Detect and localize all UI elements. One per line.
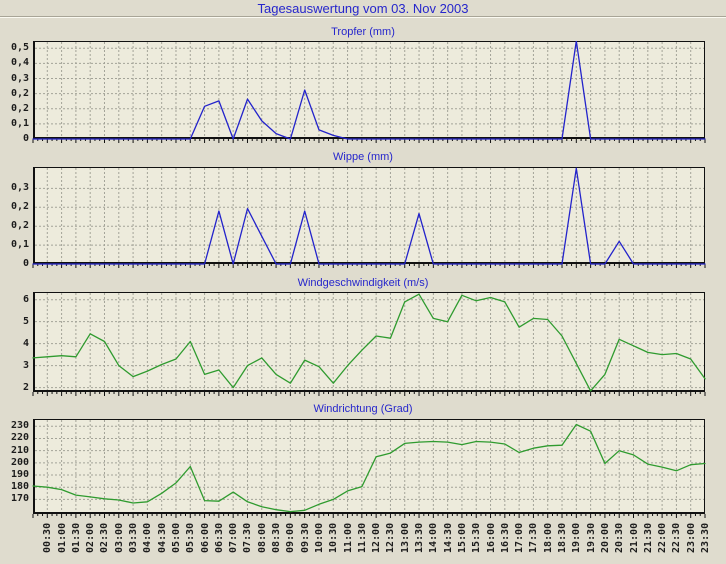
x-tick-label: 13:00 [399,522,411,553]
chart-title-windgeschwindigkeit: Windgeschwindigkeit (m/s) [297,277,429,289]
chart-title-windrichtung: Windrichtung (Grad) [313,403,413,415]
x-tick-label: 20:30 [614,522,626,553]
y-tick-label-tropfer: 0,1 [10,117,29,129]
y-tick-label-tropfer: 0 [22,133,29,144]
x-tick-label: 18:00 [542,522,554,553]
x-tick-label: 12:00 [371,522,383,553]
y-tick-label-windgeschwindigkeit: 6 [22,293,29,305]
y-tick-label-tropfer: 0,3 [10,72,29,84]
x-tick-label: 14:30 [442,522,454,553]
x-tick-label: 03:00 [113,522,125,553]
x-tick-label: 15:00 [456,522,468,553]
chart-title-tropfer: Tropfer (mm) [331,26,395,38]
x-tick-label: 21:30 [642,522,654,553]
y-tick-label-wippe: 0,2 [10,201,29,213]
x-tick-label: 14:00 [428,522,440,553]
x-tick-label: 06:00 [199,522,211,553]
x-tick-label: 11:30 [356,522,368,553]
x-tick-label: 11:00 [342,522,354,553]
y-tick-label-windrichtung: 190 [10,469,29,481]
title-divider [0,16,726,18]
x-tick-label: 08:30 [271,522,283,553]
x-tick-label: 20:00 [599,522,611,553]
x-tick-label: 09:30 [299,522,311,553]
y-tick-label-tropfer: 0,5 [10,42,29,54]
y-tick-label-wippe: 0 [22,258,29,269]
x-tick-label: 16:30 [499,522,511,553]
chart-plot-wippe [32,167,706,268]
y-tick-label-windgeschwindigkeit: 3 [22,359,29,371]
y-tick-label-windrichtung: 210 [10,444,29,456]
y-tick-label-windrichtung: 200 [10,456,29,468]
y-tick-label-tropfer: 0,2 [10,87,29,99]
x-tick-label: 17:30 [528,522,540,553]
x-tick-label: 23:30 [700,522,711,553]
y-tick-label-windgeschwindigkeit: 2 [22,381,29,393]
y-tick-label-wippe: 0,3 [10,182,29,194]
x-tick-label: 00:30 [42,522,54,553]
x-tick-label: 10:30 [328,522,340,553]
x-tick-label: 19:30 [585,522,597,553]
chart-plot-windgeschwindigkeit [32,292,706,396]
x-tick-label: 01:00 [56,522,68,553]
x-tick-label: 15:30 [471,522,483,553]
x-tick-label: 05:30 [185,522,197,553]
x-tick-label: 22:30 [671,522,683,553]
x-tick-label: 08:00 [256,522,268,553]
y-tick-label-windrichtung: 230 [10,420,29,432]
x-tick-label: 01:30 [70,522,82,553]
page-title: Tagesauswertung vom 03. Nov 2003 [257,1,469,16]
x-tick-label: 17:00 [514,522,526,553]
y-tick-label-windgeschwindigkeit: 4 [22,337,29,349]
x-tick-label: 04:00 [142,522,154,553]
y-tick-label-wippe: 0,1 [10,239,29,251]
x-tick-label: 04:30 [156,522,168,553]
x-tick-label: 03:30 [128,522,140,553]
x-tick-label: 07:30 [242,522,254,553]
x-tick-label: 12:30 [385,522,397,553]
y-tick-label-wippe: 0,2 [10,220,29,232]
x-tick-label: 07:00 [228,522,240,553]
x-tick-label: 22:00 [657,522,669,553]
x-tick-label: 18:30 [557,522,569,553]
x-tick-label: 02:00 [85,522,97,553]
x-tick-label: 09:00 [285,522,297,553]
x-tick-label: 13:30 [414,522,426,553]
x-tick-label: 21:00 [628,522,640,553]
x-tick-label: 02:30 [99,522,111,553]
y-tick-label-windrichtung: 220 [10,432,29,444]
chart-title-wippe: Wippe (mm) [333,151,393,163]
x-tick-label: 10:00 [313,522,325,553]
x-tick-label: 16:00 [485,522,497,553]
y-tick-label-windgeschwindigkeit: 5 [22,315,29,327]
x-tick-label: 05:00 [170,522,182,553]
y-tick-label-tropfer: 0,4 [10,57,29,69]
y-tick-label-windrichtung: 170 [10,493,29,505]
x-tick-label: 19:00 [571,522,583,553]
y-tick-label-tropfer: 0,2 [10,102,29,114]
chart-plot-windrichtung [32,419,706,518]
x-tick-label: 06:30 [213,522,225,553]
x-tick-label: 23:00 [685,522,697,553]
chart-plot-tropfer [32,41,706,143]
y-tick-label-windrichtung: 180 [10,481,29,493]
